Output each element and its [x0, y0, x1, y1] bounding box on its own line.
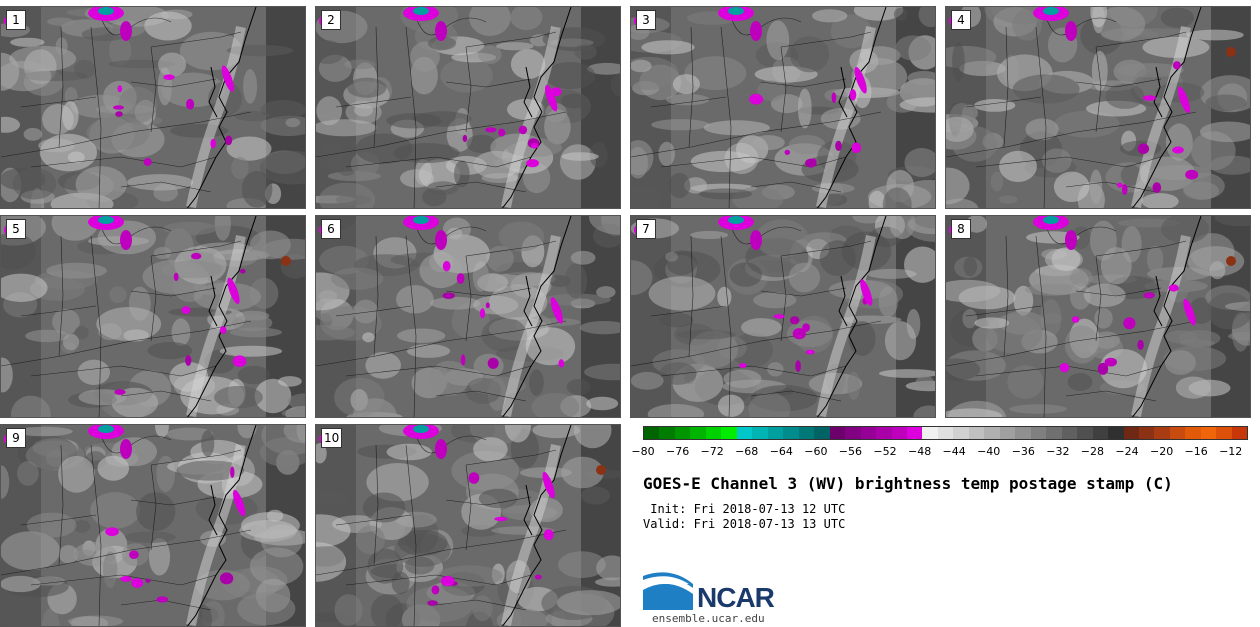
colorbar-swatch: [891, 427, 907, 439]
panel-number-label: 2: [321, 10, 341, 30]
map-field: [631, 216, 935, 417]
panel-number-label: 4: [951, 10, 971, 30]
colorbar-swatch: [721, 427, 737, 439]
colorbar-swatch: [1092, 427, 1109, 439]
colorbar-tick-label: −52: [873, 445, 897, 458]
colorbar-tick-label: −64: [769, 445, 793, 458]
colorbar-swatch: [690, 427, 706, 439]
panel-number-label: 8: [951, 219, 971, 239]
map-field: [1, 7, 305, 208]
postage-stamp-panel-4: 4: [945, 6, 1251, 209]
map-field: [631, 7, 935, 208]
colorbar-tick-label: −40: [977, 445, 1001, 458]
postage-stamp-panel-3: 3: [630, 6, 936, 209]
map-field: [1, 216, 305, 417]
colorbar-swatch: [876, 427, 892, 439]
postage-stamp-panel-1: 1: [0, 6, 306, 209]
colorbar-swatch: [659, 427, 675, 439]
panel-number-label: 9: [6, 428, 26, 448]
colorbar-tick-label: −60: [804, 445, 828, 458]
colorbar-tick-label: −80: [631, 445, 655, 458]
postage-stamp-panel-8: 8: [945, 215, 1251, 418]
colorbar-swatch: [1154, 427, 1170, 439]
map-field: [316, 425, 620, 626]
panel-number-label: 6: [321, 219, 341, 239]
ncar-logo-icon: [643, 572, 693, 610]
colorbar-swatch: [1077, 427, 1093, 439]
init-time: Init: Fri 2018-07-13 12 UTC: [643, 502, 846, 516]
colorbar-tick-label: −20: [1149, 445, 1174, 458]
colorbar-swatch: [1108, 427, 1124, 439]
panel-number-label: 7: [636, 219, 656, 239]
colorbar-swatch: [984, 427, 1000, 439]
colorbar-swatch: [999, 427, 1016, 439]
postage-stamp-panel-7: 7: [630, 215, 936, 418]
panel-number-label: 3: [636, 10, 656, 30]
colorbar-tick-label: −12: [1219, 445, 1243, 458]
colorbar-tick-labels: −80 −76 −72 −68 −64 −60 −56 −52 −48 −44 −40 −36 −32−…: [631, 445, 1248, 459]
colorbar-swatch: [968, 427, 985, 439]
colorbar-swatch: [736, 427, 753, 439]
colorbar-swatch: [1200, 427, 1217, 439]
panel-number-label: 1: [6, 10, 26, 30]
map-field: [316, 7, 620, 208]
colorbar-tick-label: −72: [700, 445, 724, 458]
postage-stamp-panel-9: 9: [0, 424, 306, 627]
colorbar-swatch: [1015, 427, 1031, 439]
colorbar-tick-label: −16: [1184, 445, 1208, 458]
colorbar-swatch: [829, 427, 846, 439]
postage-stamp-panel-2: 2: [315, 6, 621, 209]
colorbar-swatch: [1046, 427, 1062, 439]
logo-text: NCAR: [697, 582, 775, 613]
colorbar-swatch: [1061, 427, 1078, 439]
colorbar-swatch: [1030, 427, 1047, 439]
figure-title: GOES-E Channel 3 (WV) brightness temp po…: [643, 474, 1173, 493]
colorbar-tick-label: −36: [1011, 445, 1035, 458]
colorbar-tick-label: −24: [1115, 445, 1139, 458]
colorbar: [643, 426, 1248, 440]
postage-stamp-panel-10: 10: [315, 424, 621, 627]
colorbar-swatch: [798, 427, 815, 439]
colorbar-tick-label: −28: [1080, 445, 1104, 458]
colorbar-swatch: [1231, 427, 1248, 439]
colorbar-tick-label: −48: [907, 445, 932, 458]
colorbar-tick-label: −56: [838, 445, 862, 458]
colorbar-swatch: [674, 427, 691, 439]
map-field: [316, 216, 620, 417]
colorbar-swatch: [906, 427, 923, 439]
postage-stamp-panel-6: 6: [315, 215, 621, 418]
colorbar-swatch: [1123, 427, 1139, 439]
map-field: [946, 216, 1250, 417]
colorbar-swatch: [1185, 427, 1201, 439]
panel-number-label: 10: [321, 428, 343, 448]
colorbar-swatch: [937, 427, 954, 439]
colorbar-swatch: [922, 427, 938, 439]
valid-time: Valid: Fri 2018-07-13 13 UTC: [643, 517, 846, 531]
colorbar-swatch: [814, 427, 830, 439]
colorbar-swatch: [783, 427, 799, 439]
colorbar-swatch: [860, 427, 877, 439]
colorbar-swatch: [705, 427, 722, 439]
map-field: [1, 425, 305, 626]
colorbar-tick-label: −44: [942, 445, 966, 458]
colorbar-tick-label: −68: [735, 445, 759, 458]
colorbar-swatch: [767, 427, 784, 439]
colorbar-swatch: [752, 427, 768, 439]
colorbar-swatch: [845, 427, 861, 439]
colorbar-swatch: [1216, 427, 1232, 439]
colorbar-swatch: [1139, 427, 1155, 439]
colorbar-tick-label: −76: [665, 445, 690, 458]
colorbar-swatch: [1169, 427, 1186, 439]
colorbar-swatch: [953, 427, 969, 439]
website-url: ensemble.ucar.edu: [652, 612, 765, 625]
map-field: [946, 7, 1250, 208]
postage-stamp-panel-5: 5: [0, 215, 306, 418]
panel-number-label: 5: [6, 219, 26, 239]
colorbar-swatch: [644, 427, 660, 439]
colorbar-tick-label: −32: [1046, 445, 1070, 458]
